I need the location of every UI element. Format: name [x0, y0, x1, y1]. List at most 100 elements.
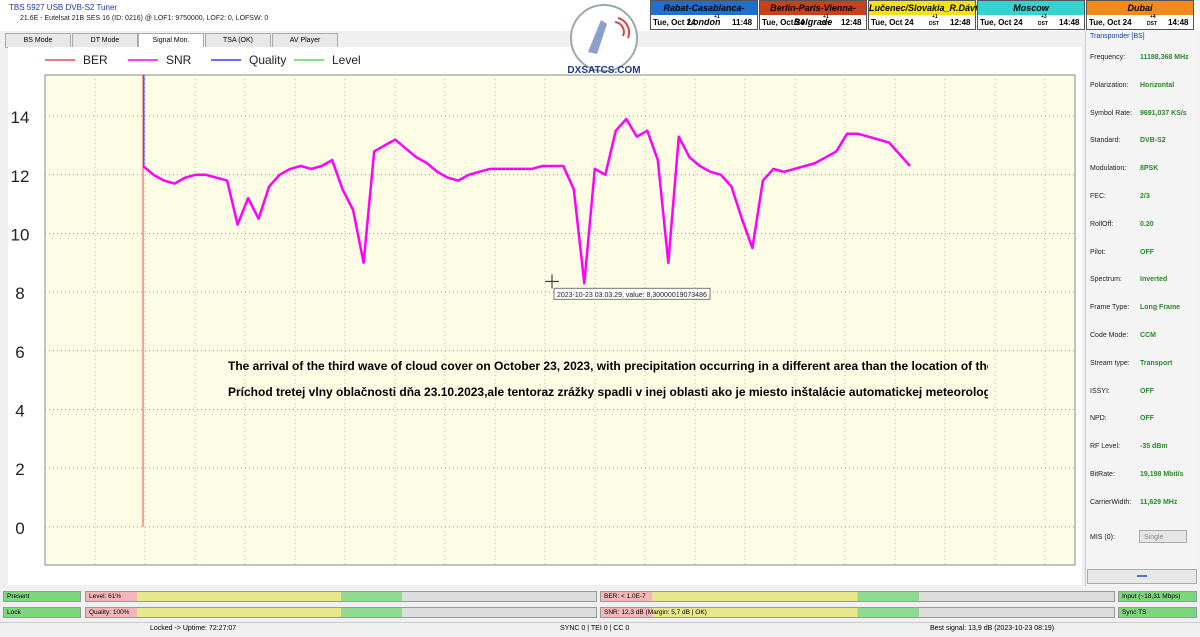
- clock-time: 14:48: [1168, 18, 1189, 27]
- clock-name: Dubai: [1087, 1, 1193, 15]
- y-tick-label: 0: [15, 519, 24, 538]
- clock-date: Tue, Oct 24: [1089, 18, 1132, 27]
- footer: [0, 622, 1200, 637]
- legend-label: Level: [332, 53, 361, 67]
- tooltip-text: 2023-10-23 03.03.29, value: 8,3000001907…: [557, 292, 707, 299]
- field-value: 0.20: [1140, 220, 1154, 228]
- clock-time: 12:48: [841, 18, 862, 27]
- annotation: The arrival of the third wave of cloud c…: [228, 359, 988, 373]
- field-value: CCM: [1140, 332, 1156, 339]
- y-tick-label: 14: [11, 108, 30, 127]
- mis-select[interactable]: Single: [1139, 530, 1187, 543]
- app-title: TBS 5927 USB DVB-S2 Tuner: [9, 3, 118, 12]
- field-value: 11,629 MHz: [1140, 498, 1178, 506]
- field-label: Frequency:: [1090, 54, 1126, 61]
- snr-line: [142, 117, 911, 285]
- logo-ring: [570, 4, 638, 72]
- status-bar: SNR: 12,3 dB (Margin: 5,7 dB | OK): [600, 607, 1115, 618]
- legend-label: Quality: [249, 53, 286, 67]
- field-value: 19,198 Mbit/s: [1140, 471, 1184, 478]
- legend-label: BER: [83, 53, 108, 67]
- y-tick-label: 10: [11, 225, 30, 244]
- tab[interactable]: Signal Mon.: [138, 33, 204, 48]
- y-tick-label: 4: [15, 401, 24, 420]
- field-label: FEC:: [1090, 193, 1106, 200]
- field-label: Polarization:: [1090, 81, 1129, 89]
- field-value: OFF: [1140, 387, 1154, 395]
- field-label: ISSYI:: [1090, 387, 1110, 395]
- field-value: Horizontal: [1140, 81, 1175, 89]
- clock: Moscow Tue, Oct 24 +3 DST 14:48: [977, 0, 1085, 30]
- field-value: Long Frame: [1140, 304, 1181, 312]
- logo-waves: [614, 17, 631, 39]
- field-label: Standard:: [1090, 137, 1121, 145]
- panel-button[interactable]: [1087, 569, 1197, 584]
- clock-time: 14:48: [1059, 18, 1080, 27]
- field-label: Code Mode:: [1090, 332, 1129, 339]
- field-value: Transport: [1140, 359, 1173, 367]
- status-bar: Quality: 100%: [85, 607, 597, 618]
- status-bar: Sync TS: [1118, 607, 1197, 618]
- field-label: RF Level:: [1090, 443, 1120, 451]
- status-bar: BER: < 1.0E-7: [600, 591, 1115, 602]
- clock-offset: +4: [1150, 14, 1156, 20]
- clock-offset: +1: [823, 14, 829, 20]
- clock-offset: +1: [932, 14, 938, 20]
- tab[interactable]: DT Mode: [72, 33, 138, 48]
- field-label: NPD:: [1090, 415, 1107, 423]
- clock-dst: DST: [1147, 21, 1157, 27]
- clock-dst: DST: [1038, 21, 1048, 27]
- field-value: OFF: [1140, 248, 1154, 256]
- clock-dst: DST: [929, 21, 939, 27]
- clock-name: Lučenec/Slovakia_R.Dávid: [869, 1, 984, 15]
- logo-text: DXSATCS.COM: [567, 65, 640, 76]
- clock-offset: +1: [714, 14, 720, 20]
- logo: DXSATCS.COM: [567, 4, 641, 76]
- status-bar: Lock: [3, 607, 81, 618]
- clock-dst: DST: [820, 21, 830, 27]
- clock: Rabat-Casablanca-London Tue, Oct 24 +1 11:4…: [650, 0, 758, 30]
- field-value: 9691,037 KS/s: [1140, 109, 1187, 117]
- clock: Lučenec/Slovakia_R.Dávid Tue, Oct 24 +1 DST…: [868, 0, 984, 30]
- field-label: RollOff:: [1090, 220, 1114, 228]
- clock-date: Tue, Oct 24: [980, 18, 1023, 27]
- status-bar: Present: [3, 591, 81, 602]
- field-value: Inverted: [1140, 276, 1168, 284]
- field-label: Spectrum:: [1090, 276, 1122, 284]
- field-value: -35 dBm: [1140, 443, 1168, 451]
- footer-text: Locked -> Uptime: 72:27:07: [150, 625, 237, 632]
- mis-label: MIS (0):: [1090, 534, 1115, 541]
- tab[interactable]: AV Player: [272, 33, 338, 48]
- y-tick-label: 12: [11, 167, 30, 186]
- clock-name: Berlin-Paris-Vienna-Belgrade: [760, 1, 866, 27]
- field-label: Pilot:: [1090, 248, 1106, 256]
- plot-area: [44, 74, 1076, 566]
- clock-time: 11:48: [732, 18, 753, 27]
- footer-text: Best signal: 13,9 dB (2023-10-23 08:19): [930, 625, 1055, 632]
- legend-label: SNR: [166, 53, 192, 67]
- panel-title: Transponder [BS]: [1090, 33, 1145, 40]
- field-value: DVB-S2: [1140, 137, 1166, 145]
- field-label: Symbol Rate:: [1090, 109, 1133, 117]
- clock-name: Rabat-Casablanca-London: [651, 1, 757, 27]
- transponder-panel: [1085, 30, 1199, 586]
- footer-text: SYNC 0 | TEI 0 | CC 0: [560, 625, 630, 632]
- field-value: OFF: [1140, 415, 1154, 423]
- crosshair: [545, 274, 559, 289]
- clock-time: 12:48: [950, 18, 971, 27]
- clock-offset: +3: [1041, 14, 1047, 20]
- tooltip-box: [553, 287, 711, 300]
- field-label: Modulation:: [1090, 165, 1127, 173]
- clock: Dubai Tue, Oct 24 +4 DST 14:48: [1086, 0, 1194, 30]
- tab[interactable]: BS Mode: [5, 33, 71, 48]
- field-label: Frame Type:: [1090, 304, 1130, 312]
- clock: Berlin-Paris-Vienna-Belgrade Tue, Oct 24 +…: [759, 0, 867, 30]
- annotation: Príchod tretej vlny oblačnosti dňa 23.10…: [228, 385, 988, 399]
- field-value: 8PSK: [1140, 165, 1159, 173]
- app-subtitle: 21.6E - Eutelsat 21B SES 16 (ID: 0216) @…: [20, 15, 269, 22]
- chart: 0 2 4 6 8 10 12 14 BER SNR Quality Level 2023-10-23 …: [8, 47, 1082, 585]
- annotation-box: The arrival of the third wave of cloud c…: [228, 359, 988, 399]
- field-label: Stream type:: [1090, 359, 1130, 367]
- tab[interactable]: TSA (OK): [205, 33, 271, 48]
